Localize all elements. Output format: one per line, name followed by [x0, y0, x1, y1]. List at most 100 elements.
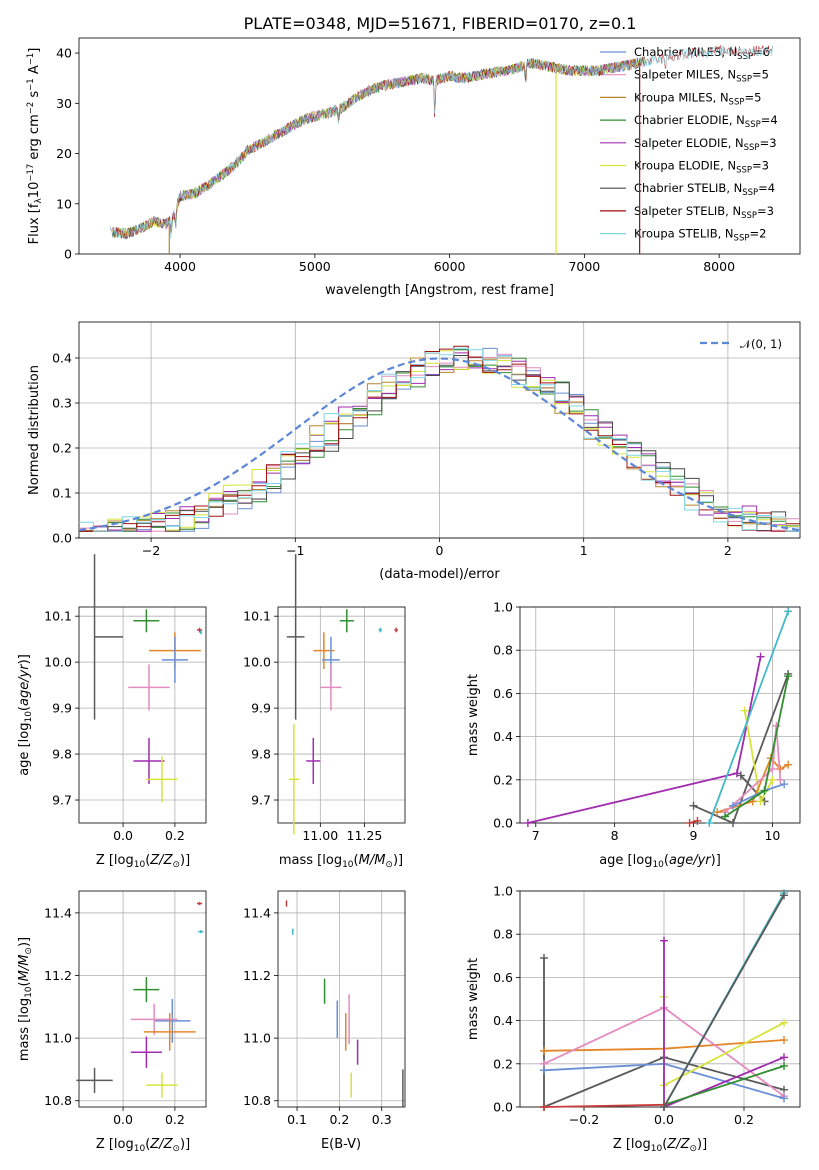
mass-weight-line: [708, 610, 790, 824]
legend-subscript: SSP: [744, 143, 760, 153]
label-part: ⊙: [24, 947, 34, 955]
y-tick-label: 11.0: [243, 1031, 271, 1046]
legend-label: Chabrier MILES, NSSP=6: [634, 45, 770, 62]
legend-text: Chabrier ELODIE, N: [634, 113, 745, 127]
y-tick-label: 10.1: [243, 609, 271, 624]
mass_vs_ebv-frame: [277, 890, 406, 1108]
x-tick-label: −2: [142, 543, 160, 558]
x-tick-label: 0.2: [165, 828, 185, 843]
y-tick-label: 30: [56, 96, 72, 111]
y-tick-label: 0.4: [493, 729, 513, 744]
label-part: )]: [393, 853, 403, 868]
label-part: s: [27, 91, 42, 102]
x-tick-label: 0.0: [113, 828, 133, 843]
x-tick-label: 6000: [434, 259, 466, 274]
label-part: (: [17, 706, 32, 711]
label-part: erg cm: [27, 114, 42, 163]
label-part: M/M: [359, 853, 386, 868]
y-tick-label: 0.0: [493, 1100, 513, 1115]
mass_vs_ebv-axes: 0.1 0.2 0.3 10.8 11.0 11.2 11.4: [243, 890, 406, 1127]
y-tick-label: 9.9: [251, 701, 271, 716]
y-tick-label: 0.8: [493, 643, 513, 658]
x-tick-label: 2: [724, 543, 732, 558]
legend-value: =3: [760, 136, 777, 150]
legend-text: Kroupa MILES, N: [634, 90, 729, 104]
y-tick-label: 9.9: [52, 701, 72, 716]
x-tick-label: 0.2: [734, 1112, 754, 1127]
x-axis-label: age [log10(age/yr)]: [599, 853, 721, 870]
x-axis-label: mass [log10(M/M⊙)]: [279, 853, 403, 870]
figure-title: PLATE=0348, MJD=51671, FIBERID=0170, z=0…: [244, 14, 637, 33]
legend-subscript: SSP: [734, 234, 750, 244]
legend-subscript: SSP: [745, 120, 761, 130]
age_vs_mass-plot-area: [286, 554, 398, 835]
y-tick-label: 10: [56, 196, 72, 211]
label-part: (: [145, 1137, 150, 1152]
x-axis-label: Z [log10(Z/Z⊙)]: [613, 1137, 707, 1154]
massweight_vs_age-frame: [519, 606, 801, 824]
x-tick-label: 8: [611, 828, 619, 843]
label-part: age/yr: [669, 853, 712, 868]
legend-label: Salpeter MILES, NSSP=5: [634, 68, 769, 85]
histogram-step: [79, 347, 800, 532]
label-part: age/yr: [17, 663, 32, 706]
legend-text: Salpeter MILES, N: [634, 68, 736, 82]
y-tick-label: 0.3: [52, 396, 72, 411]
x-tick-label: 10: [764, 828, 780, 843]
mass_vs_Z-plot-area: [76, 901, 204, 1098]
label-part: 10: [652, 860, 664, 870]
label-part: λ: [34, 198, 44, 204]
legend-label: Salpeter ELODIE, NSSP=3: [634, 136, 777, 153]
label-part: ⊙: [689, 1144, 697, 1154]
label-part: age [log: [17, 723, 32, 776]
label-part: (: [17, 981, 32, 986]
legend-text: Salpeter ELODIE, N: [634, 136, 744, 150]
y-tick-label: 0.1: [52, 486, 72, 501]
label-part: Z/Z: [149, 1137, 173, 1152]
label-part: (: [664, 853, 669, 868]
label-part: age [log: [599, 853, 652, 868]
spectrum-frame: [78, 37, 801, 255]
legend-subscript: SSP: [737, 52, 753, 62]
label-part: )]: [180, 1137, 190, 1152]
legend-label: 𝒩(0, 1): [740, 337, 782, 351]
massweight_vs_age-axes: 7 8 9 10 0.0 0.2 0.4 0.6 0.8 1.0: [493, 600, 801, 843]
model-spectrum-line: [112, 45, 773, 240]
y-tick-label: 0.8: [493, 927, 513, 942]
legend-label: Chabrier STELIB, NSSP=4: [634, 181, 775, 198]
x-tick-label: −0.2: [569, 1112, 599, 1127]
x-tick-label: 8000: [703, 259, 735, 274]
y-tick-label: 40: [56, 46, 72, 61]
y-tick-label: 0.2: [493, 772, 513, 787]
spectrum-plot-area: [109, 45, 773, 254]
label-part: −1: [26, 78, 36, 91]
label-part: ]: [27, 48, 42, 53]
y-tick-label: 0.0: [52, 531, 72, 546]
histogram-step: [79, 353, 800, 532]
mass-weight-line: [663, 894, 785, 1108]
residuals-axes: −2 −1 0 1 2 0.0 0.1 0.2 0.3 0.4 𝒩(0, 1): [52, 321, 801, 558]
x-tick-label: 0.0: [654, 1112, 674, 1127]
y-tick-label: 0.4: [52, 351, 72, 366]
y-tick-label: 11.0: [44, 1031, 72, 1046]
y-tick-label: 11.2: [44, 968, 72, 983]
label-part: Z/Z: [666, 1137, 690, 1152]
label-part: ⊙: [385, 860, 393, 870]
mass-weight-line: [527, 656, 762, 824]
legend-text: Kroupa STELIB, N: [634, 227, 734, 241]
legend-subscript: SSP: [736, 75, 752, 85]
label-part: 10: [134, 860, 146, 870]
legend-subscript: SSP: [736, 166, 752, 176]
legend-label: Kroupa ELODIE, NSSP=3: [634, 159, 769, 176]
x-tick-label: 0.3: [372, 1112, 392, 1127]
label-part: mass [log: [17, 998, 32, 1061]
label-part: 10: [134, 1144, 146, 1154]
label-part: 10: [27, 182, 42, 199]
y-axis-label: age [log10(age/yr)]: [17, 654, 34, 776]
y-tick-label: 9.8: [52, 747, 72, 762]
legend-text: Salpeter STELIB, N: [634, 204, 741, 218]
mass-weight-line: [663, 1065, 785, 1106]
age_vs_Z-plot-area: [93, 554, 203, 803]
